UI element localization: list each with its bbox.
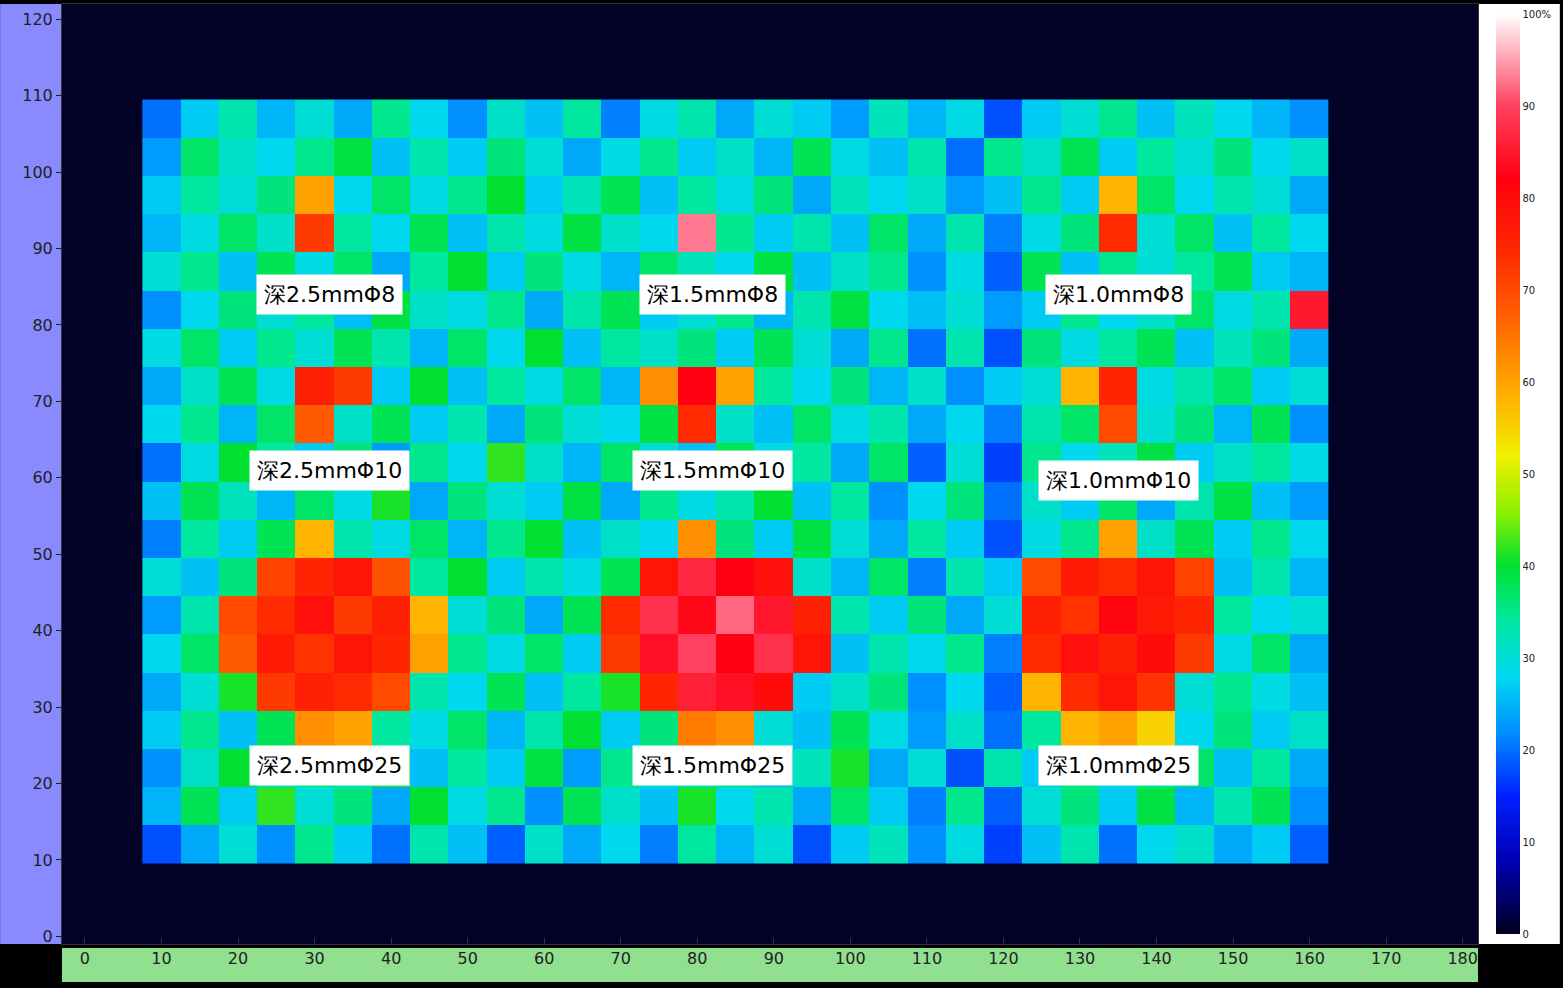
svg-text:160: 160 [1294,949,1325,968]
svg-text:130: 130 [1065,949,1096,968]
svg-text:100: 100 [22,163,53,182]
svg-text:80: 80 [687,949,707,968]
svg-text:70: 70 [1523,285,1536,296]
svg-text:30: 30 [1523,653,1536,664]
svg-text:80: 80 [1523,193,1536,204]
svg-text:90: 90 [1523,101,1536,112]
svg-text:50: 50 [457,949,477,968]
svg-text:0: 0 [80,949,90,968]
svg-text:10: 10 [151,949,171,968]
svg-text:深1.0mmΦ25: 深1.0mmΦ25 [1046,753,1191,778]
svg-text:40: 40 [381,949,401,968]
svg-text:50: 50 [1523,469,1536,480]
svg-text:深1.0mmΦ8: 深1.0mmΦ8 [1053,282,1184,307]
svg-text:170: 170 [1371,949,1402,968]
svg-text:140: 140 [1141,949,1172,968]
svg-text:120: 120 [988,949,1019,968]
svg-text:深1.0mmΦ10: 深1.0mmΦ10 [1046,468,1191,493]
svg-text:0: 0 [43,927,53,946]
svg-text:50: 50 [32,545,52,564]
svg-text:60: 60 [534,949,554,968]
svg-text:60: 60 [1523,377,1536,388]
svg-text:20: 20 [1523,745,1536,756]
svg-text:深2.5mmΦ25: 深2.5mmΦ25 [257,753,402,778]
svg-text:40: 40 [1523,561,1536,572]
svg-text:120: 120 [22,10,53,29]
svg-text:150: 150 [1218,949,1249,968]
svg-text:20: 20 [32,774,52,793]
svg-text:110: 110 [22,86,53,105]
svg-text:深1.5mmΦ8: 深1.5mmΦ8 [647,282,778,307]
svg-text:10: 10 [32,851,52,870]
svg-text:180: 180 [1447,949,1478,968]
svg-text:30: 30 [32,698,52,717]
svg-text:70: 70 [32,392,52,411]
svg-text:90: 90 [32,239,52,258]
svg-text:80: 80 [32,316,52,335]
svg-text:深1.5mmΦ25: 深1.5mmΦ25 [640,753,785,778]
svg-text:70: 70 [611,949,631,968]
svg-text:深1.5mmΦ10: 深1.5mmΦ10 [640,458,785,483]
svg-text:110: 110 [912,949,943,968]
svg-text:100%: 100% [1523,9,1552,20]
svg-text:100: 100 [835,949,866,968]
svg-text:40: 40 [32,621,52,640]
svg-text:20: 20 [228,949,248,968]
svg-text:60: 60 [32,468,52,487]
svg-text:30: 30 [304,949,324,968]
svg-text:90: 90 [764,949,784,968]
svg-text:0: 0 [1523,929,1529,940]
svg-text:10: 10 [1523,837,1536,848]
svg-text:深2.5mmΦ10: 深2.5mmΦ10 [257,458,402,483]
svg-text:深2.5mmΦ8: 深2.5mmΦ8 [264,282,395,307]
